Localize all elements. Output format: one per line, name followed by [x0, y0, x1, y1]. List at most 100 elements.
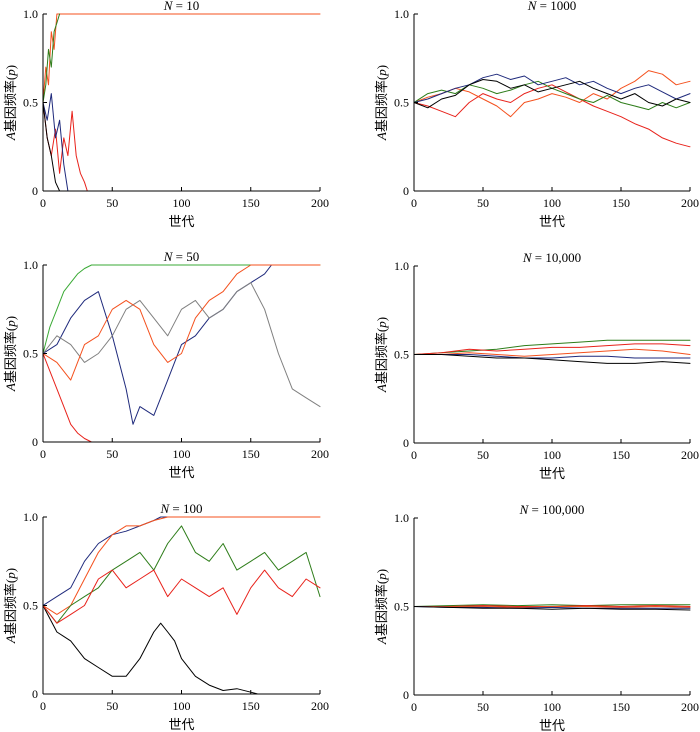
- y-axis-title: A基因频率(p): [374, 569, 389, 645]
- series-group: [43, 264, 321, 443]
- panel-title: N = 100,000: [519, 502, 585, 517]
- x-tick-label: 50: [477, 700, 489, 714]
- y-tick-label: 1.0: [23, 510, 38, 524]
- y-axis-title: A基因频率(p): [374, 317, 389, 393]
- y-title-p: p: [3, 320, 18, 328]
- panel-title: N = 10,000: [522, 250, 581, 265]
- title-n: N: [163, 249, 174, 264]
- x-tick-label: 150: [612, 196, 630, 210]
- title-value: = 10: [172, 0, 199, 13]
- title-n: N: [159, 501, 170, 516]
- x-tick-label: 150: [242, 699, 260, 713]
- y-tick-label: 0: [403, 436, 409, 450]
- series-line-2: [414, 70, 691, 118]
- panel-title: N = 10: [163, 0, 200, 13]
- chart-panel: 0 50 100 150 200 0 0.5 1.0 N = 100,000 世代 A基因频率(p): [374, 502, 699, 732]
- y-title-close: ): [3, 316, 18, 320]
- y-tick-label: 1.0: [23, 258, 38, 272]
- chart-panel: 0 50 100 150 200 0 0.5 1.0 N = 100 世代 A基因频率(p): [3, 501, 329, 732]
- title-n: N: [522, 250, 533, 265]
- x-axis-title: 世代: [168, 465, 194, 480]
- x-tick-label: 100: [173, 699, 191, 713]
- y-tick-label: 1.0: [394, 259, 409, 273]
- series-line-1: [414, 84, 691, 148]
- x-tick-label: 150: [612, 700, 630, 714]
- y-tick-label: 0: [403, 688, 409, 702]
- series-line-5: [414, 79, 691, 109]
- x-axis-title: 世代: [168, 214, 194, 229]
- series-line-5: [414, 606, 691, 611]
- series-line-1: [414, 339, 691, 355]
- x-tick-label: 150: [242, 447, 260, 461]
- x-tick-label: 150: [242, 196, 260, 210]
- y-title-p: p: [374, 573, 389, 581]
- series-line-2: [414, 343, 691, 355]
- panel-title: N = 1000: [527, 0, 577, 13]
- y-title-main: 基因频率(: [374, 328, 389, 384]
- y-axis-title: A基因频率(p): [3, 65, 18, 141]
- x-tick-label: 200: [311, 699, 329, 713]
- x-tick-label: 150: [612, 448, 630, 462]
- x-tick-label: 50: [477, 448, 489, 462]
- chart-panel: 0 50 100 150 200 0 0.5 1.0 N = 50 世代 A基因频率(p): [3, 249, 329, 480]
- y-axis-title: A基因频率(p): [3, 568, 18, 644]
- x-tick-label: 50: [477, 196, 489, 210]
- y-axis-title: A基因频率(p): [3, 316, 18, 392]
- series-line-3: [414, 606, 691, 608]
- y-title-gene: A: [374, 384, 389, 393]
- y-title-close: ): [3, 568, 18, 572]
- y-tick-label: 0: [32, 184, 38, 198]
- series-group: [414, 604, 691, 611]
- series-line-3: [43, 516, 321, 615]
- x-tick-label: 100: [543, 700, 561, 714]
- chart-panel: 0 50 100 150 200 0 0.5 1.0 N = 10 世代 A基因频率(p): [3, 0, 329, 229]
- x-tick-label: 100: [543, 196, 561, 210]
- y-tick-label: 0.5: [394, 348, 409, 362]
- y-title-close: ): [374, 317, 389, 321]
- x-tick-label: 0: [40, 699, 46, 713]
- series-line-2: [43, 516, 169, 606]
- series-group: [43, 516, 321, 695]
- chart-panel: 0 50 100 150 200 0 0.5 1.0 N = 1000 世代 A基因频率(p): [374, 0, 699, 229]
- title-n: N: [519, 502, 530, 517]
- x-tick-label: 200: [681, 196, 699, 210]
- panel-title: N = 100: [159, 501, 202, 516]
- x-axis-title: 世代: [539, 214, 565, 229]
- series-group: [414, 339, 691, 364]
- x-tick-label: 200: [681, 448, 699, 462]
- y-tick-label: 0.5: [23, 347, 38, 361]
- y-title-p: p: [374, 69, 389, 77]
- y-title-main: 基因频率(: [374, 76, 389, 132]
- series-group: [43, 13, 321, 192]
- y-title-main: 基因频率(: [3, 579, 18, 635]
- y-title-close: ): [3, 65, 18, 69]
- title-value: = 50: [172, 249, 199, 264]
- y-title-close: ): [374, 65, 389, 69]
- y-tick-label: 1.0: [394, 511, 409, 525]
- title-value: = 10,000: [532, 250, 582, 265]
- x-axis-title: 世代: [539, 718, 565, 732]
- y-tick-label: 0: [32, 435, 38, 449]
- x-tick-label: 0: [40, 196, 46, 210]
- x-tick-label: 100: [543, 448, 561, 462]
- series-line-2: [43, 13, 321, 103]
- y-tick-label: 1.0: [394, 7, 409, 21]
- y-tick-label: 0.5: [394, 96, 409, 110]
- y-tick-label: 0.5: [394, 600, 409, 614]
- x-tick-label: 50: [106, 699, 118, 713]
- series-line-3: [414, 348, 691, 357]
- y-title-main: 基因频率(: [3, 76, 18, 132]
- y-title-gene: A: [3, 635, 18, 644]
- x-tick-label: 50: [106, 196, 118, 210]
- y-title-gene: A: [3, 132, 18, 141]
- series-line-3: [43, 13, 61, 103]
- y-title-main: 基因频率(: [3, 327, 18, 383]
- series-line-4: [43, 93, 69, 192]
- x-tick-label: 200: [311, 196, 329, 210]
- series-line-5: [43, 569, 321, 624]
- x-axis-title: 世代: [539, 466, 565, 481]
- title-value: = 100: [169, 501, 202, 516]
- panel-title: N = 50: [163, 249, 200, 264]
- x-tick-label: 50: [106, 447, 118, 461]
- series-line-3: [43, 264, 272, 425]
